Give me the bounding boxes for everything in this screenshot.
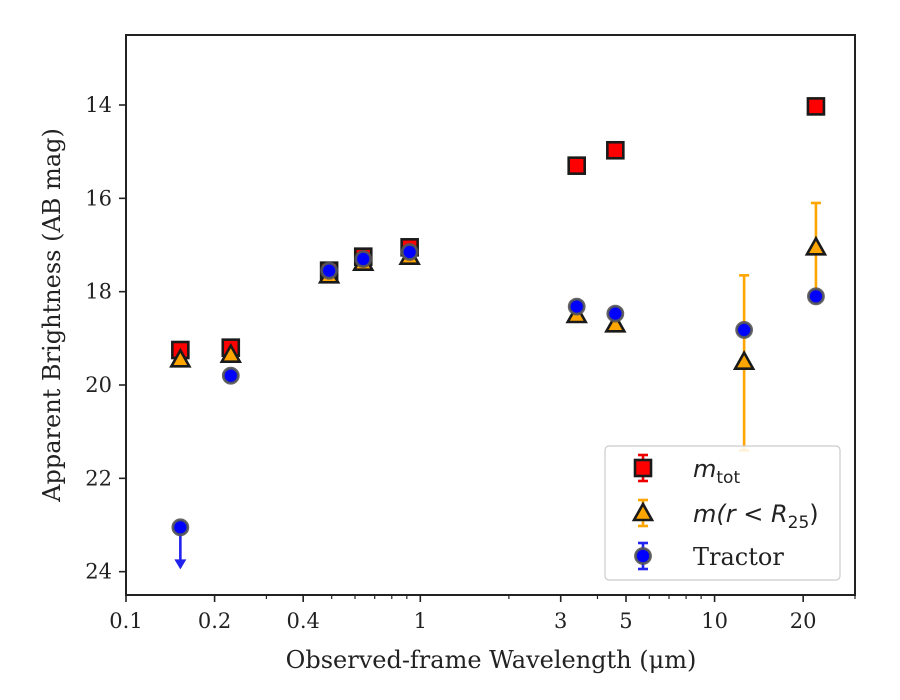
x-tick-label: 1 (414, 609, 427, 633)
y-tick-label: 16 (85, 186, 112, 210)
y-tick-label: 18 (85, 280, 112, 304)
data-point (606, 140, 625, 160)
y-axis-label: Apparent Brightness (AB mag) (38, 128, 66, 503)
data-point (735, 321, 754, 339)
data-point (804, 235, 828, 256)
data-point (169, 347, 192, 368)
data-point (732, 350, 756, 370)
legend-label: mtot (693, 455, 740, 488)
plot-area (169, 97, 828, 570)
data-point (807, 287, 825, 306)
legend-marker-triangle (631, 501, 655, 522)
y-tick-label: 22 (85, 466, 112, 490)
y-tick-label: 20 (85, 373, 112, 397)
y-tick-label: 24 (85, 560, 112, 584)
data-point (806, 97, 826, 116)
x-tick-label: 0.2 (198, 609, 231, 633)
legend-box (604, 445, 841, 581)
y-tick-label: 14 (85, 93, 112, 117)
upper-limit-arrowhead (174, 559, 187, 570)
x-tick-label: 0.1 (109, 609, 142, 633)
legend-label: Tractor (693, 543, 784, 571)
data-point (354, 250, 373, 268)
x-tick-label: 3 (554, 609, 567, 633)
x-tick-label: 5 (619, 609, 632, 633)
series-square (171, 97, 826, 360)
data-point (219, 343, 242, 363)
x-axis-label: Observed-frame Wavelength (μm) (286, 646, 697, 674)
data-point (221, 366, 240, 385)
data-point (171, 518, 190, 537)
series-circle (171, 243, 825, 570)
legend-marker-circle (634, 547, 652, 565)
axes: 0.1 0.2 0.4 1 3 5 10 20 14 16 18 20 22 24 (85, 34, 856, 633)
data-point (606, 304, 625, 323)
plot-frame (125, 34, 856, 596)
data-point (604, 312, 627, 333)
legend-label: m(r < R25) (693, 500, 819, 533)
x-tick-label: 10 (701, 609, 728, 633)
legend-marker-square (633, 458, 653, 478)
x-tick-label: 0.4 (286, 609, 319, 633)
x-tick-label: 20 (790, 609, 817, 633)
data-point (400, 243, 419, 261)
data-point (567, 297, 586, 316)
legend: mtot m(r < R25) Tractor (604, 445, 841, 581)
data-point (320, 261, 339, 280)
series-triangle (169, 201, 828, 452)
data-point (567, 156, 587, 175)
